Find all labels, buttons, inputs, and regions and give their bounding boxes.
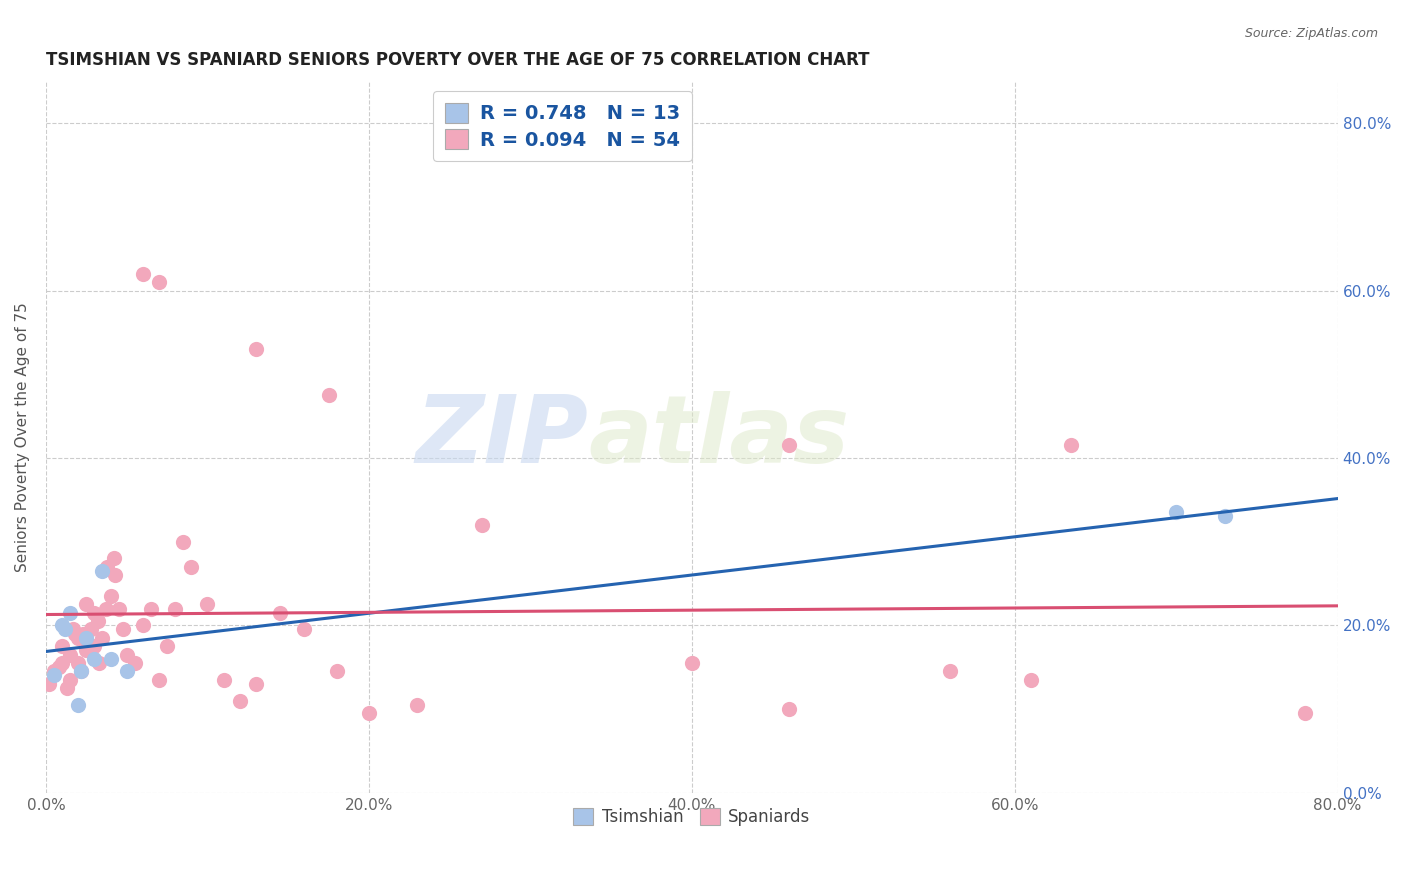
Point bbox=[70, 665, 93, 679]
Point bbox=[156, 639, 179, 653]
Point bbox=[67, 631, 90, 645]
Point bbox=[115, 665, 138, 679]
Point bbox=[269, 606, 291, 620]
Point bbox=[148, 673, 170, 687]
Point bbox=[104, 568, 127, 582]
Point bbox=[212, 673, 235, 687]
Point bbox=[180, 559, 202, 574]
Text: TSIMSHIAN VS SPANIARD SENIORS POVERTY OVER THE AGE OF 75 CORRELATION CHART: TSIMSHIAN VS SPANIARD SENIORS POVERTY OV… bbox=[46, 51, 869, 69]
Point bbox=[778, 702, 800, 716]
Point bbox=[83, 652, 105, 666]
Point bbox=[63, 626, 86, 640]
Text: ZIP: ZIP bbox=[416, 391, 589, 483]
Legend: Tsimshian, Spaniards: Tsimshian, Spaniards bbox=[565, 799, 818, 834]
Point bbox=[778, 438, 800, 452]
Point bbox=[83, 639, 105, 653]
Text: atlas: atlas bbox=[589, 391, 849, 483]
Point bbox=[939, 665, 962, 679]
Point bbox=[89, 656, 111, 670]
Point bbox=[1019, 673, 1042, 687]
Point bbox=[51, 639, 73, 653]
Point bbox=[94, 601, 117, 615]
Point bbox=[91, 631, 114, 645]
Point bbox=[197, 598, 219, 612]
Point bbox=[59, 648, 82, 662]
Point bbox=[245, 677, 267, 691]
Point bbox=[51, 656, 73, 670]
Point bbox=[38, 677, 60, 691]
Point bbox=[59, 606, 82, 620]
Point bbox=[1166, 505, 1188, 519]
Point bbox=[51, 618, 73, 632]
Point bbox=[103, 551, 125, 566]
Point bbox=[86, 614, 108, 628]
Point bbox=[75, 631, 97, 645]
Point bbox=[292, 623, 315, 637]
Point bbox=[112, 623, 135, 637]
Point bbox=[1060, 438, 1083, 452]
Point bbox=[72, 626, 94, 640]
Point bbox=[406, 698, 429, 712]
Point bbox=[62, 623, 84, 637]
Point bbox=[56, 681, 79, 695]
Point bbox=[471, 517, 494, 532]
Point bbox=[1213, 509, 1236, 524]
Point bbox=[107, 601, 129, 615]
Point bbox=[80, 623, 103, 637]
Point bbox=[139, 601, 162, 615]
Point bbox=[75, 598, 97, 612]
Point bbox=[75, 643, 97, 657]
Point bbox=[148, 275, 170, 289]
Point bbox=[42, 668, 65, 682]
Point bbox=[245, 342, 267, 356]
Text: Source: ZipAtlas.com: Source: ZipAtlas.com bbox=[1244, 27, 1378, 40]
Point bbox=[325, 665, 347, 679]
Point bbox=[91, 564, 114, 578]
Point bbox=[70, 665, 93, 679]
Point bbox=[67, 698, 90, 712]
Point bbox=[67, 656, 90, 670]
Point bbox=[132, 618, 155, 632]
Point bbox=[100, 652, 122, 666]
Point bbox=[100, 589, 122, 603]
Point bbox=[96, 559, 118, 574]
Point bbox=[228, 693, 250, 707]
Point bbox=[172, 534, 194, 549]
Point bbox=[42, 665, 65, 679]
Point bbox=[53, 623, 76, 637]
Point bbox=[357, 706, 380, 721]
Point bbox=[59, 673, 82, 687]
Point bbox=[83, 606, 105, 620]
Point bbox=[681, 656, 703, 670]
Point bbox=[132, 267, 155, 281]
Point bbox=[318, 388, 340, 402]
Point bbox=[48, 660, 70, 674]
Point bbox=[165, 601, 187, 615]
Point bbox=[1294, 706, 1316, 721]
Point bbox=[124, 656, 146, 670]
Y-axis label: Seniors Poverty Over the Age of 75: Seniors Poverty Over the Age of 75 bbox=[15, 302, 30, 572]
Point bbox=[115, 648, 138, 662]
